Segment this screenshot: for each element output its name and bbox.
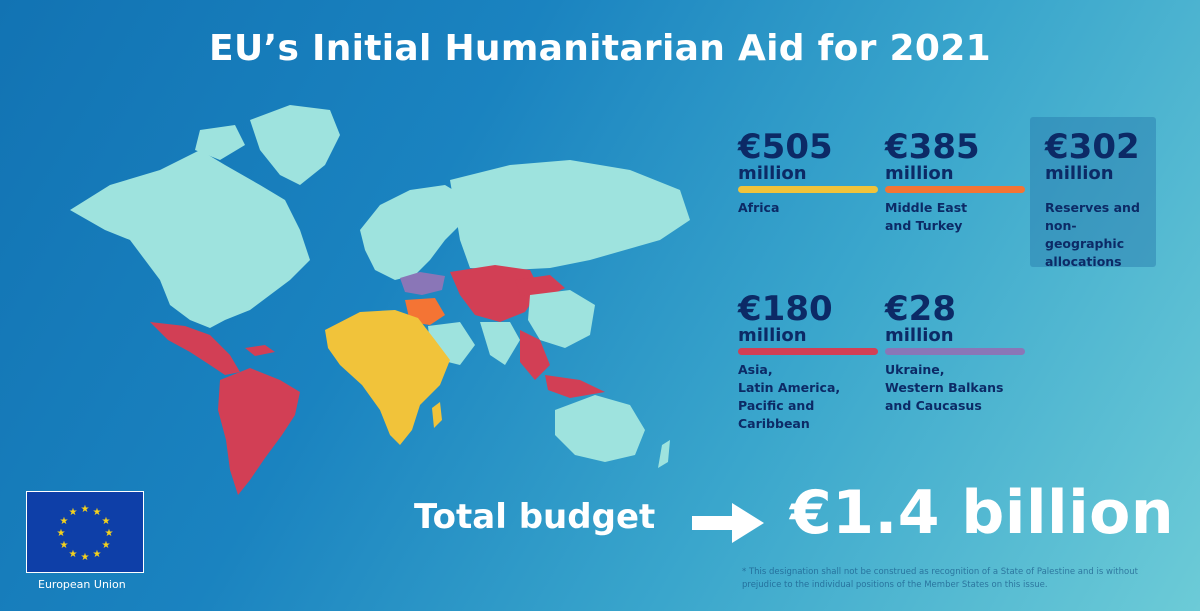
page-title: EU’s Initial Humanitarian Aid for 2021 [209,28,991,69]
stat-unit: million [885,163,954,184]
new-zealand [658,440,670,468]
stat-unit: million [738,163,807,184]
svg-text:★: ★ [93,507,102,518]
eu-flag: ★ ★ ★ ★ ★ ★ ★ ★ ★ ★ ★ ★ [26,491,144,573]
stat-unit: million [1045,163,1114,184]
svg-text:★: ★ [105,528,114,539]
svg-text:★: ★ [69,549,78,560]
svg-text:★: ★ [60,540,69,551]
stat-africa: €505 million Africa [738,130,878,217]
stat-asia-latam: €180 million Asia, Latin America, Pacifi… [738,292,878,433]
stat-unit: million [738,325,807,346]
stat-amount: €302 [1045,127,1140,167]
stat-bar [738,186,878,193]
total-value: €1.4 billion [790,478,1175,548]
stat-bar [885,348,1025,355]
stat-reserves: €302 million Reserves and non-geographic… [1045,130,1155,271]
pacific-islands [545,375,605,398]
svg-text:★: ★ [102,540,111,551]
greenland [250,105,340,185]
stat-unit: million [885,325,954,346]
stat-bar [885,186,1025,193]
world-map [70,105,690,495]
reserves-box [1030,117,1156,267]
north-asia [450,160,690,270]
caribbean [245,345,275,356]
stat-amount: €28 [885,289,956,329]
stat-label: Asia, Latin America, Pacific and Caribbe… [738,362,841,431]
stat-middle-east: €385 million Middle East and Turkey [885,130,1025,235]
eu-stars-icon: ★ ★ ★ ★ ★ ★ ★ ★ ★ ★ ★ ★ [57,504,114,563]
north-america [70,150,310,328]
central-asia [450,265,540,322]
africa [325,310,450,445]
svg-text:★: ★ [102,516,111,527]
stat-label: Middle East and Turkey [885,200,968,233]
madagascar [432,402,442,428]
stat-amount: €505 [738,127,833,167]
east-asia [528,290,595,348]
stat-ukraine-balkans: €28 million Ukraine, Western Balkans and… [885,292,1025,415]
svg-text:★: ★ [81,504,90,515]
ukraine-balkans [400,272,445,295]
eu-label: European Union [38,578,126,591]
south-asia [480,322,520,365]
svg-text:★: ★ [93,549,102,560]
central-america [150,322,240,375]
stat-amount: €180 [738,289,833,329]
svg-text:★: ★ [81,552,90,563]
south-america [218,368,300,495]
footnote: * This designation shall not be construe… [742,567,1138,590]
svg-text:★: ★ [57,528,66,539]
arctic-islands [195,125,245,160]
svg-text:★: ★ [69,507,78,518]
stat-label: Africa [738,200,780,215]
australia [555,395,645,462]
arrow-right-icon [692,503,764,543]
southeast-asia [520,330,550,380]
stat-label: Reserves and non-geographic allocations [1045,200,1140,269]
stat-label: Ukraine, Western Balkans and Caucasus [885,362,1004,413]
svg-text:★: ★ [60,516,69,527]
total-label: Total budget [414,497,656,537]
stat-amount: €385 [885,127,980,167]
stat-bar [738,348,878,355]
europe [360,185,470,280]
